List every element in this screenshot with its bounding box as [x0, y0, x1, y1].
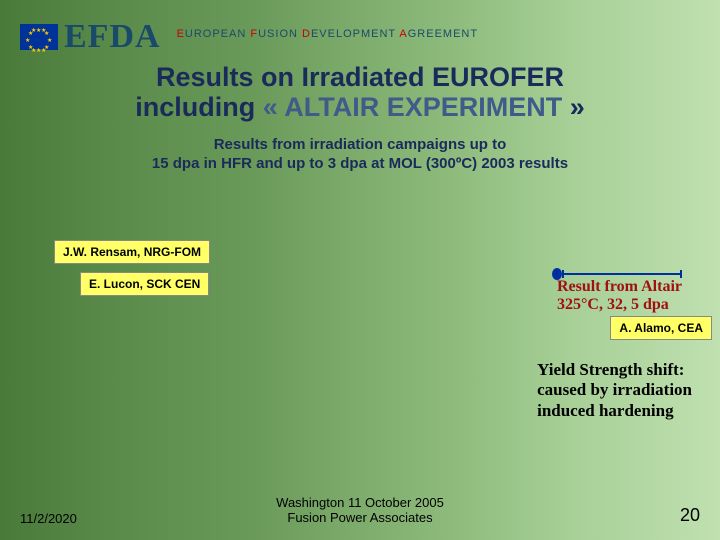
efda-tagline: EUROPEAN FUSION DEVELOPMENT AGREEMENT: [177, 28, 479, 40]
footer-date: 11/2/2020: [20, 511, 77, 526]
subtitle: Results from irradiation campaigns up to…: [0, 136, 720, 174]
author-box-1: J.W. Rensam, NRG-FOM: [54, 240, 210, 264]
header: EFDA EUROPEAN FUSION DEVELOPMENT AGREEME…: [0, 0, 720, 61]
footer: 11/2/2020 Washington 11 October 2005 Fus…: [0, 505, 720, 526]
altair-label: Result from Altair 325°C, 32, 5 dpa: [557, 278, 682, 315]
author-box-2: E. Lucon, SCK CEN: [80, 272, 209, 296]
footer-venue: Washington 11 October 2005 Fusion Power …: [276, 496, 444, 526]
line-icon: [562, 273, 682, 275]
eu-flag-icon: [20, 24, 58, 50]
footer-page-number: 20: [680, 505, 700, 526]
yield-caption: Yield Strength shift: caused by irradiat…: [537, 360, 692, 421]
efda-logo: EFDA: [64, 18, 161, 56]
page-title: Results on Irradiated EUROFER including …: [0, 63, 720, 122]
author-box-3: A. Alamo, CEA: [610, 316, 712, 340]
